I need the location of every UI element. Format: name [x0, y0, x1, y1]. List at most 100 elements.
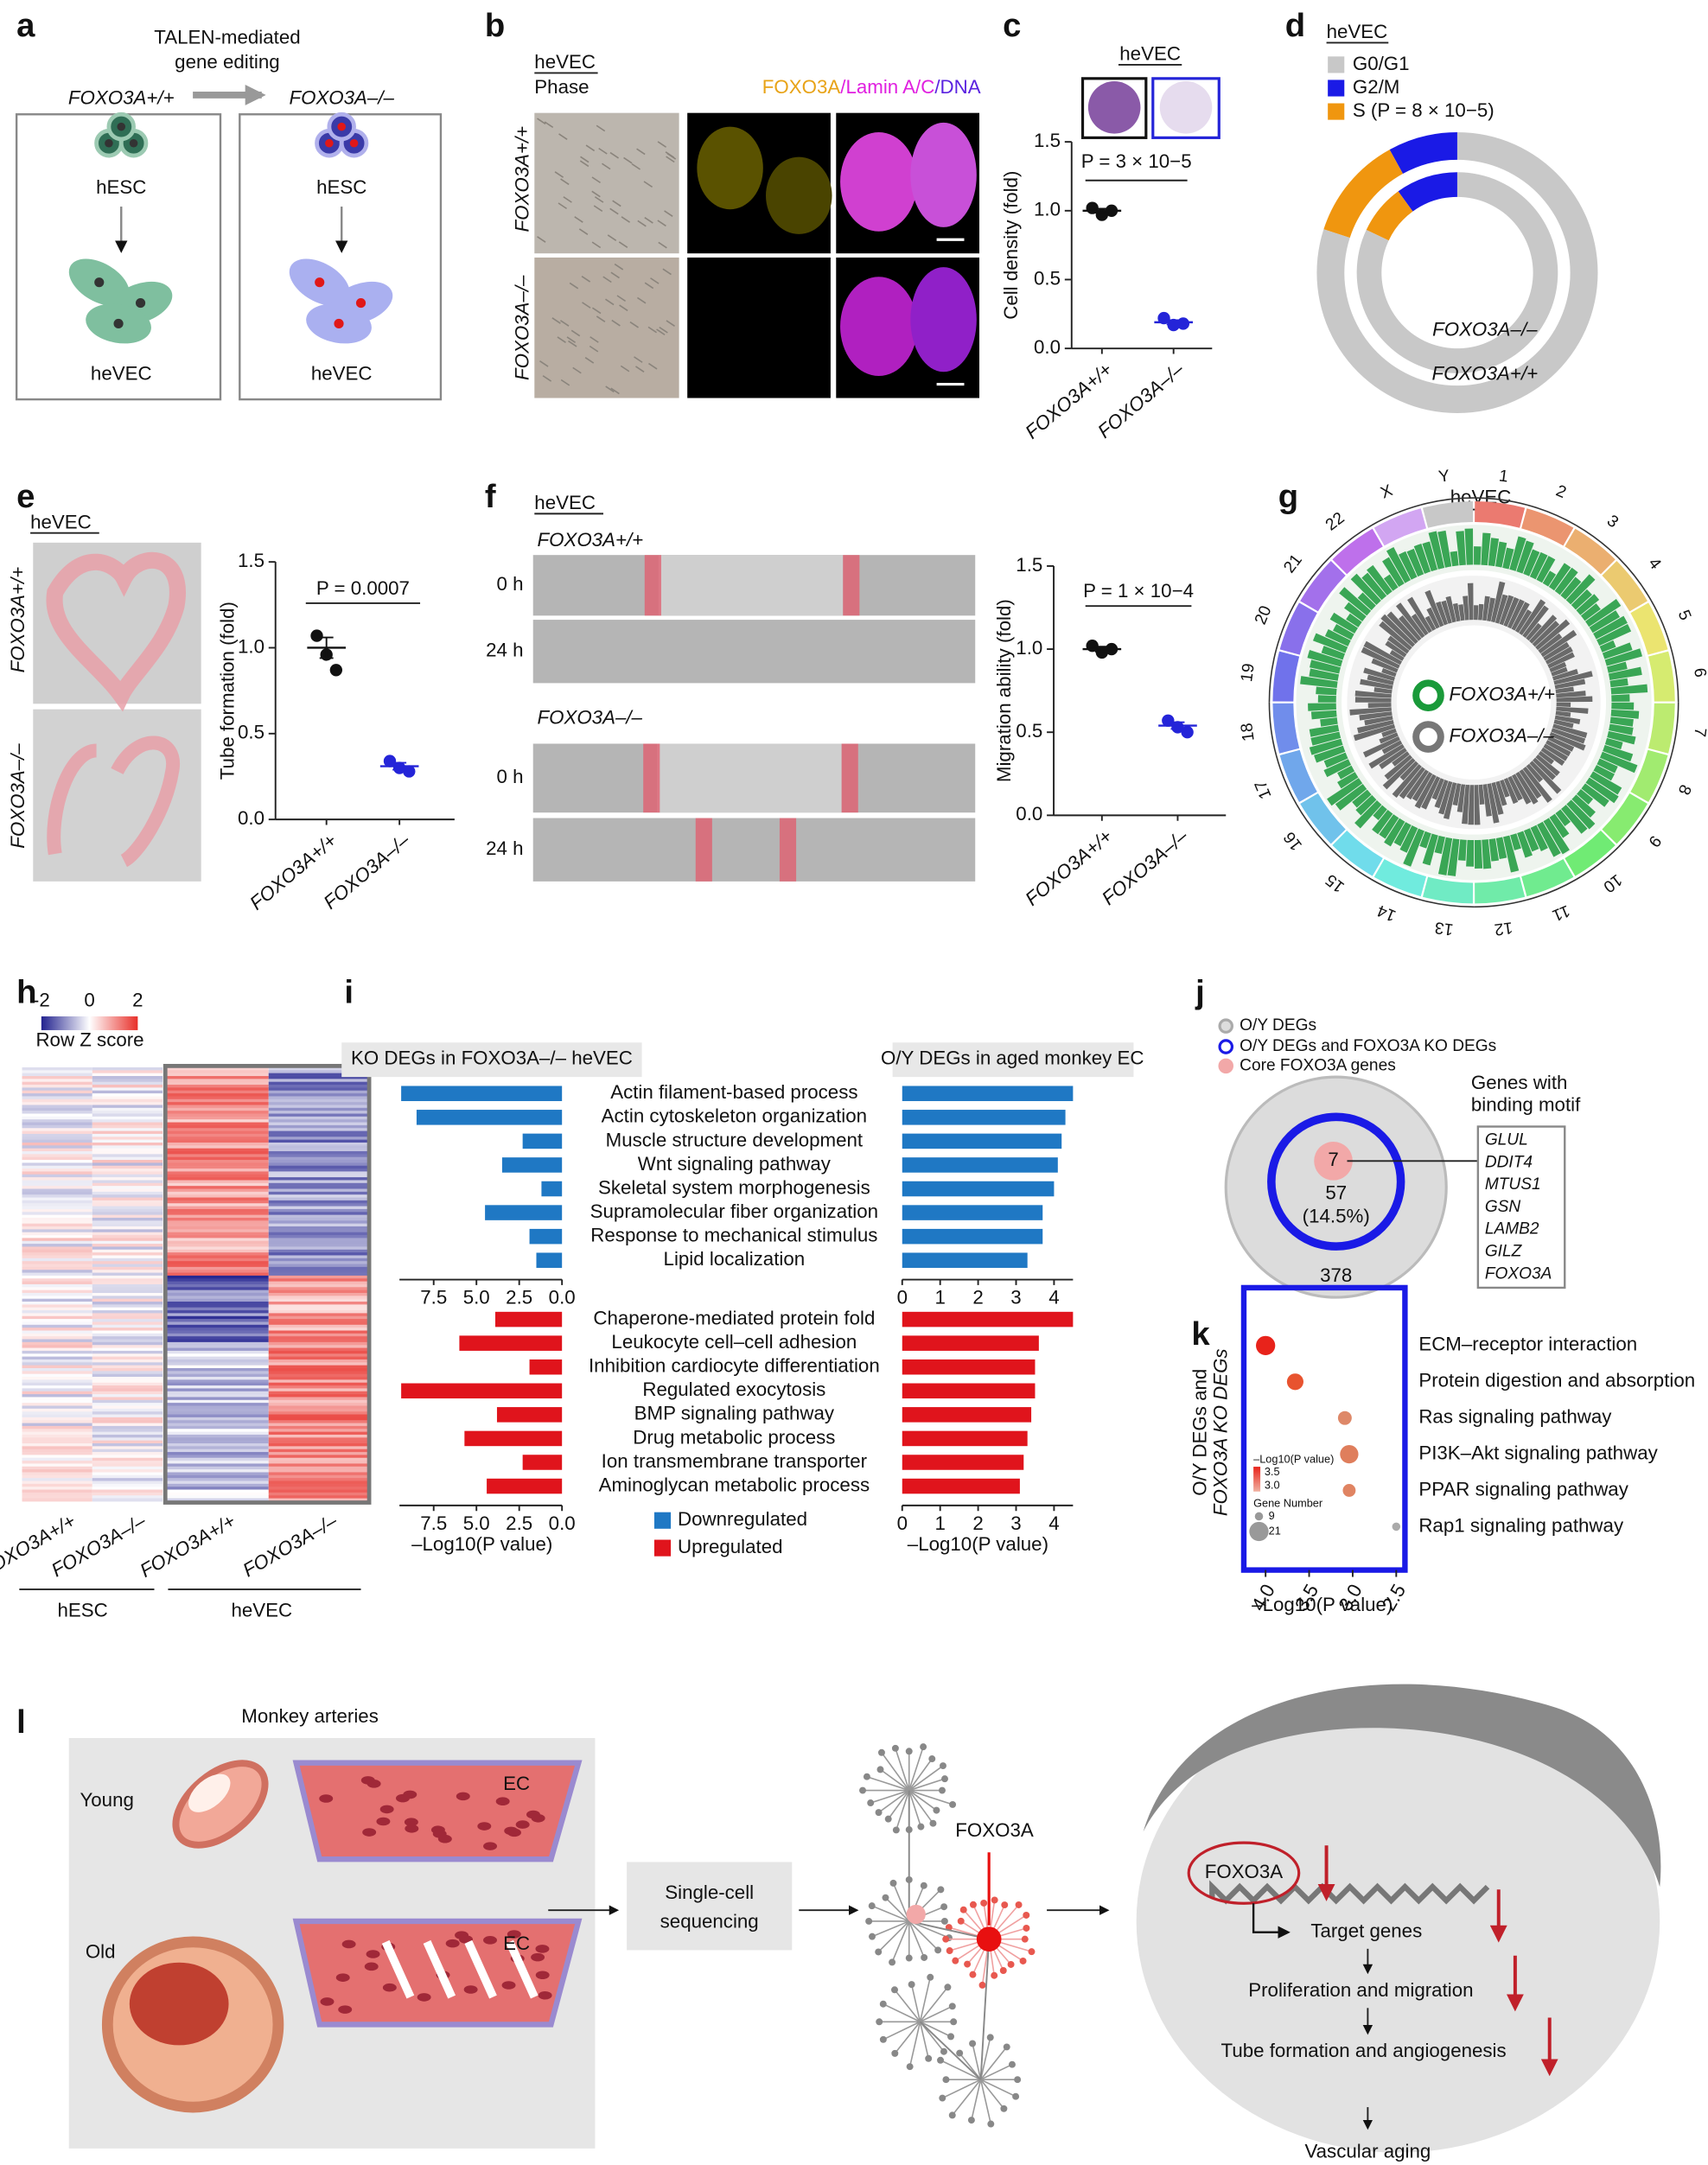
- legend-swatch: [1328, 103, 1345, 120]
- heatmap-row: [166, 1333, 269, 1337]
- ec-nucleus: [515, 1820, 530, 1829]
- node: [1012, 2092, 1020, 2100]
- ec-nucleus: [404, 1818, 418, 1826]
- x-tick-label: 1: [934, 1287, 945, 1309]
- legend-dot: [1218, 1039, 1234, 1054]
- chromosome: [1647, 703, 1675, 754]
- heatmap-row: [92, 1377, 163, 1380]
- track-bar: [1434, 780, 1449, 809]
- texture: [611, 319, 621, 327]
- heatmap-row: [22, 1474, 92, 1479]
- track-bar: [1379, 814, 1399, 839]
- texture: [659, 326, 668, 334]
- track-bar: [1554, 678, 1586, 690]
- track-bar: [1509, 536, 1526, 571]
- heatmap-row: [22, 1079, 92, 1083]
- heatmap-row: [166, 1188, 269, 1193]
- x-tick-label: 0.0: [549, 1287, 576, 1309]
- heatmap-row: [166, 1119, 269, 1124]
- node: [1014, 2076, 1022, 2084]
- track-bar: [1373, 805, 1387, 821]
- track-bar: [1543, 743, 1569, 761]
- bar: [902, 1252, 1028, 1268]
- heatmap-row: [166, 1440, 269, 1444]
- edge: [908, 1789, 937, 1812]
- track-bar: [1392, 764, 1422, 799]
- track-bar: [1609, 723, 1634, 735]
- heatmap-row: [166, 1307, 269, 1311]
- label: Phase: [534, 76, 589, 98]
- edge: [908, 1765, 944, 1792]
- heatmap-row: [268, 1498, 370, 1502]
- texture: [559, 320, 570, 327]
- chromosome: [1475, 876, 1526, 904]
- ec-nucleus: [320, 1997, 335, 2006]
- track-bar: [1610, 710, 1640, 719]
- heatmap-row: [166, 1191, 269, 1195]
- category-label: Actin filament-based process: [610, 1081, 857, 1103]
- heatmap-row: [92, 1457, 163, 1461]
- heatmap-row: [92, 1098, 163, 1103]
- column-label: FOXO3A+/+: [137, 1510, 239, 1582]
- category-label: Chaperone-mediated protein fold: [593, 1307, 875, 1328]
- heatmap-row: [92, 1249, 163, 1253]
- heatmap-row: [92, 1229, 163, 1233]
- heatmap-row: [268, 1264, 370, 1268]
- x-tick-label: 3: [1010, 1512, 1021, 1534]
- heatmap-row: [22, 1122, 92, 1126]
- track-bar: [1602, 642, 1633, 659]
- heatmap-row: [92, 1328, 163, 1331]
- panel-letter: j: [1195, 974, 1205, 1011]
- chromosome-label: 4: [1644, 555, 1664, 574]
- edge: [919, 2021, 945, 2053]
- node: [1003, 2043, 1010, 2051]
- point: [1157, 311, 1170, 325]
- track-bar: [1426, 607, 1440, 629]
- heatmap-row: [268, 1417, 370, 1421]
- track-bar: [1355, 794, 1377, 816]
- heatmap-row: [22, 1171, 92, 1175]
- ideogram-axis: [1474, 899, 1527, 908]
- chromosome: [1647, 651, 1675, 702]
- texture: [636, 296, 647, 304]
- x-tick-label: 0.0: [549, 1512, 576, 1534]
- track-bar: [1398, 551, 1418, 580]
- heatmap-row: [92, 1446, 163, 1450]
- heatmap-row: [92, 1145, 163, 1149]
- heatmap-row: [92, 1440, 163, 1444]
- heatmap-row: [268, 1461, 370, 1464]
- heatmap-row: [92, 1466, 163, 1470]
- heatmap-row: [268, 1249, 370, 1253]
- genotype: FOXO3A+/+: [68, 87, 175, 109]
- track-bar: [1308, 703, 1336, 711]
- heatmap-row: [268, 1377, 370, 1380]
- x-axis-label: –Log10(P value): [411, 1533, 552, 1555]
- ring-segment: [1323, 150, 1404, 239]
- heatmap-row: [92, 1353, 163, 1358]
- track-bar: [1554, 715, 1581, 724]
- x-tick-label: 2: [972, 1287, 983, 1309]
- ideogram-axis: [1420, 497, 1475, 506]
- heatmap-row: [22, 1124, 92, 1129]
- annotation: P = 1 × 10−4: [1083, 580, 1194, 602]
- track-bar: [1383, 574, 1399, 591]
- track-bar: [1457, 839, 1467, 861]
- track-bar: [1538, 633, 1563, 654]
- y-tick-label: 1.5: [238, 550, 264, 571]
- nucleus: [910, 267, 977, 373]
- track-bar: [1300, 676, 1338, 689]
- heatmap-row: [92, 1330, 163, 1334]
- track-bar: [1487, 597, 1495, 622]
- track-bar: [1607, 730, 1636, 745]
- heatmap-row: [268, 1478, 370, 1481]
- chromosome: [1272, 651, 1300, 702]
- panel-letter: i: [344, 974, 354, 1011]
- bar: [401, 1086, 563, 1102]
- lesion: [464, 1939, 497, 1999]
- nucleus: [129, 138, 138, 148]
- heatmap-row: [166, 1480, 269, 1485]
- track-bar: [1611, 702, 1635, 710]
- heatmap-row: [22, 1461, 92, 1464]
- heatmap-row: [22, 1457, 92, 1461]
- track-bar: [1585, 777, 1619, 804]
